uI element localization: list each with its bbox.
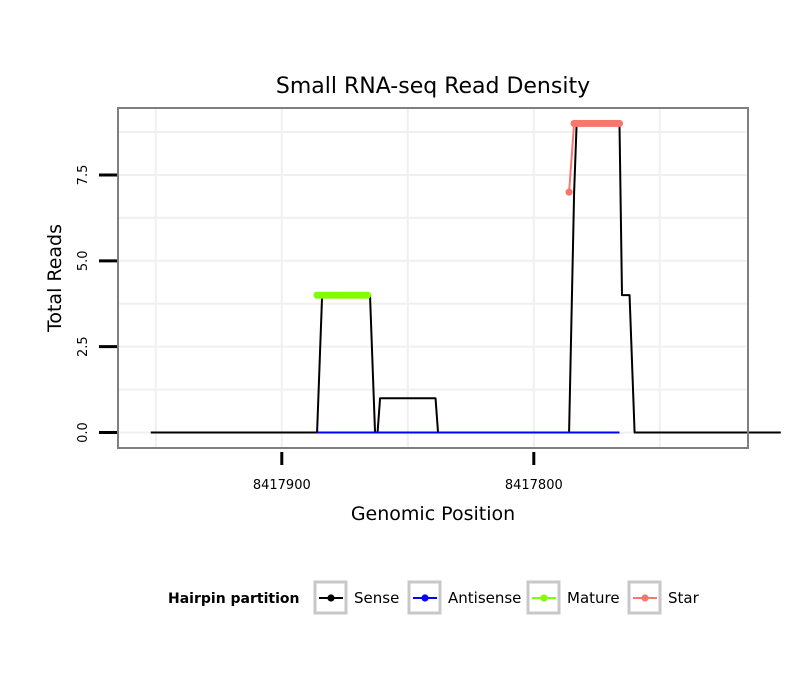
y-tick-label: 2.5 (76, 336, 91, 357)
legend-key-point (327, 594, 335, 602)
legend-item-sense: Sense (313, 580, 399, 615)
y-axis-title: Total Reads (44, 224, 66, 333)
legend-label: Star (668, 589, 700, 607)
legend-item-antisense: Antisense (407, 580, 521, 615)
y-tick-label: 0.0 (76, 422, 91, 443)
y-tick-label: 5.0 (76, 250, 91, 271)
series-points (313, 119, 624, 299)
x-tick-label: 8417900 (253, 478, 311, 493)
legend-key-point (421, 594, 429, 602)
grid (118, 108, 748, 448)
plot-panel-border (117, 107, 749, 449)
legend-label: Antisense (448, 589, 521, 607)
data-point-star (615, 119, 624, 128)
series-line-sense (150, 122, 781, 434)
legend-key-point (540, 594, 548, 602)
legend-label: Mature (567, 589, 620, 607)
data-point-mature (363, 291, 372, 299)
legend-title: Hairpin partition (168, 591, 299, 607)
x-tick-label: 8417800 (505, 478, 563, 493)
legend-key-point (641, 594, 649, 602)
y-axis: 0.0 2.5 5.0 7.5 (76, 165, 117, 443)
legend-item-mature: Mature (526, 580, 620, 615)
y-tick-label: 7.5 (76, 165, 91, 186)
x-axis: 8417900 8417800 (253, 452, 563, 493)
series-lines (150, 122, 781, 434)
legend-item-star: Star (627, 580, 700, 615)
legend: Hairpin partition Sense Antisense Mature St… (168, 580, 700, 615)
x-axis-title: Genomic Position (351, 503, 515, 525)
data-point-star (565, 188, 573, 196)
legend-label: Sense (354, 589, 399, 607)
chart-title: Small RNA-seq Read Density (276, 74, 590, 99)
